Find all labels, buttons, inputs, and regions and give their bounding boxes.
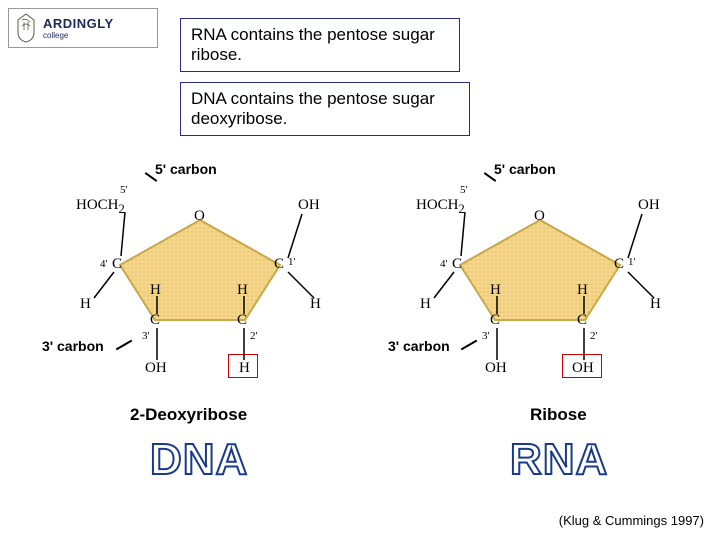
bond-4-H bbox=[92, 270, 116, 300]
bond-3-OH-r bbox=[495, 328, 499, 360]
college-logo: ARDINGLY college bbox=[8, 8, 158, 48]
sugar-name-ribose: Ribose bbox=[530, 405, 587, 425]
pentagon-ring-right bbox=[450, 210, 630, 330]
atom-C3-r: C bbox=[490, 312, 500, 329]
bond-2u-r bbox=[582, 296, 586, 314]
logo-main: ARDINGLY bbox=[43, 16, 114, 31]
prime-2: 2' bbox=[250, 330, 257, 342]
dna-info-box: DNA contains the pentose sugar deoxyribo… bbox=[180, 82, 470, 136]
prime-3: 3' bbox=[142, 330, 149, 342]
atom-C1: C bbox=[274, 256, 284, 273]
molecule-deoxyribose: O C 1' C 2' C 3' C 4' HOCH2 5' OH H H H … bbox=[70, 170, 360, 380]
atom-C1-r: C bbox=[614, 256, 624, 273]
redbox-deoxy bbox=[228, 354, 258, 378]
rna-info-box: RNA contains the pentose sugar ribose. bbox=[180, 18, 460, 72]
citation: (Klug & Cummings 1997) bbox=[559, 513, 704, 528]
bond-5-4-r bbox=[458, 210, 472, 258]
bond-3-OH bbox=[155, 328, 159, 360]
bond-1-OH bbox=[286, 212, 304, 260]
redbox-ribose bbox=[562, 354, 602, 378]
bond-4-H-r bbox=[432, 270, 456, 300]
big-label-rna: RNA bbox=[510, 435, 608, 485]
big-label-dna: DNA bbox=[150, 435, 248, 485]
atom-OH-3-r: OH bbox=[485, 360, 507, 377]
prime-4-r: 4' bbox=[440, 258, 447, 270]
bond-1-H-r bbox=[626, 270, 656, 300]
prime-4: 4' bbox=[100, 258, 107, 270]
logo-text: ARDINGLY college bbox=[43, 16, 114, 40]
bond-1-OH-r bbox=[626, 212, 644, 260]
prime-2-r: 2' bbox=[590, 330, 597, 342]
atom-O-top: O bbox=[194, 208, 205, 225]
bond-2u bbox=[242, 296, 246, 314]
bond-3u bbox=[155, 296, 159, 314]
atom-O-top-r: O bbox=[534, 208, 545, 225]
sugar-name-deoxyribose: 2-Deoxyribose bbox=[130, 405, 247, 425]
atom-OH-3: OH bbox=[145, 360, 167, 377]
bond-1-H bbox=[286, 270, 316, 300]
atom-H-4-r: H bbox=[420, 296, 431, 313]
pentagon-ring-left bbox=[110, 210, 290, 330]
bond-3u-r bbox=[495, 296, 499, 314]
atom-C2: C bbox=[237, 312, 247, 329]
prime-5-r: 5' bbox=[460, 184, 467, 196]
molecule-ribose: O C 1' C 2' C 3' C 4' HOCH2 5' OH H H H … bbox=[410, 170, 700, 380]
bond-5-4 bbox=[118, 210, 132, 258]
logo-sub: college bbox=[43, 31, 114, 40]
atom-H-4: H bbox=[80, 296, 91, 313]
prime-3-r: 3' bbox=[482, 330, 489, 342]
atom-C3: C bbox=[150, 312, 160, 329]
crest-icon bbox=[11, 11, 41, 45]
prime-5: 5' bbox=[120, 184, 127, 196]
atom-C2-r: C bbox=[577, 312, 587, 329]
